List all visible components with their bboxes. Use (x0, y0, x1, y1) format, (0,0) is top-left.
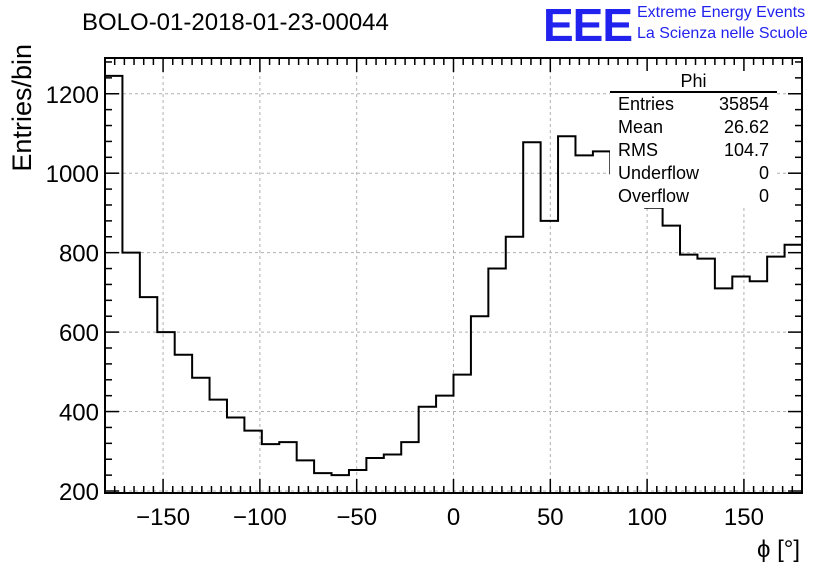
stats-label: Underflow (618, 163, 700, 183)
stats-row-overflow: Overflow 0 (610, 185, 777, 208)
axis-ticks (105, 58, 802, 493)
chart-title: BOLO-01-2018-01-23-00044 (82, 9, 389, 36)
x-tick-label: −100 (233, 504, 287, 531)
y-tick-label: 1000 (46, 161, 99, 188)
stats-value: 0 (758, 186, 769, 206)
x-tick-label: 150 (724, 504, 764, 531)
logo-line-1: Extreme Energy Events (637, 4, 806, 21)
y-tick-label: 800 (59, 241, 99, 268)
x-tick-label: 0 (447, 504, 460, 531)
stats-box: Phi Entries 35854 Mean 26.62 RMS 104.7 U… (610, 71, 777, 208)
stats-label: Mean (618, 117, 664, 137)
stats-row-entries: Entries 35854 (610, 93, 777, 116)
histogram-outline (105, 74, 802, 477)
x-tick-labels: −150 −100 −50 0 50 100 150 (136, 504, 764, 531)
x-tick-label: −150 (136, 504, 190, 531)
stats-title: Phi (610, 71, 777, 93)
logo-line-2: La Scienza nelle Scuole (637, 25, 808, 42)
x-axis-label: ϕ [°] (757, 536, 800, 563)
stats-value: 0 (758, 163, 769, 183)
eee-logo: EEE (543, 0, 633, 51)
stats-row-underflow: Underflow 0 (610, 162, 777, 185)
stats-value: 35854 (718, 94, 769, 114)
stats-row-mean: Mean 26.62 (610, 116, 777, 139)
y-tick-label: 1200 (46, 82, 99, 109)
x-tick-label: −50 (336, 504, 377, 531)
y-axis-label: Entries/bin (7, 44, 37, 172)
y-tick-labels: 200 400 600 800 1000 1200 (46, 82, 99, 506)
stats-label: RMS (618, 140, 658, 160)
stats-value: 104.7 (723, 140, 769, 160)
y-tick-label: 200 (59, 479, 99, 506)
x-tick-label: 50 (537, 504, 564, 531)
stats-label: Overflow (618, 186, 690, 206)
stats-value: 26.62 (723, 117, 769, 137)
stats-label: Entries (618, 94, 675, 114)
x-tick-label: 100 (627, 504, 667, 531)
stats-row-rms: RMS 104.7 (610, 139, 777, 162)
y-tick-label: 400 (59, 400, 99, 427)
y-tick-label: 600 (59, 320, 99, 347)
